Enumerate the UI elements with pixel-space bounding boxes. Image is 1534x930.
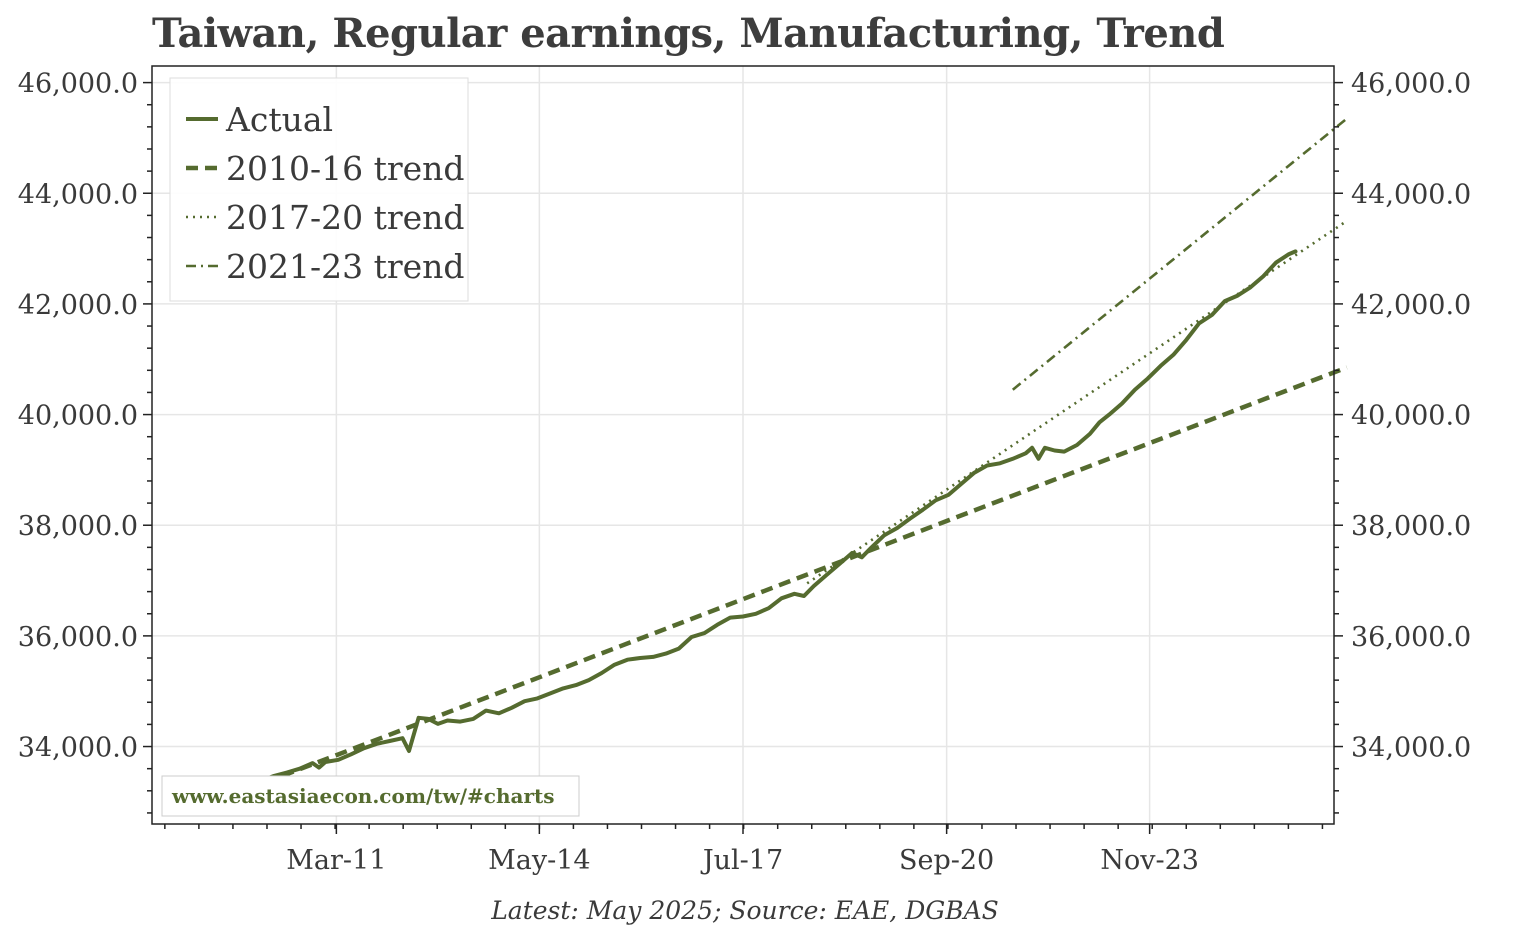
legend-label: 2021-23 trend [226,247,465,286]
legend-label: 2017-20 trend [226,198,465,237]
y-tick-label-right: 44,000.0 [1351,179,1471,210]
series-line-2010-16-trend [228,365,1348,799]
chart-title: Taiwan, Regular earnings, Manufacturing,… [152,10,1225,57]
y-tick-label-left: 34,000.0 [18,733,138,764]
series-layer [227,117,1348,799]
series-line-2021-23-trend [1011,117,1348,391]
legend-label: 2010-16 trend [226,149,465,188]
x-tick-label: May-14 [488,845,590,876]
y-tick-label-right: 34,000.0 [1351,733,1471,764]
y-tick-label-right: 46,000.0 [1351,69,1471,100]
legend-label: Actual [225,100,333,139]
series-line-actual [227,249,1298,796]
y-tick-label-left: 36,000.0 [18,622,138,653]
source-note: Latest: May 2025; Source: EAE, DGBAS [490,896,999,925]
y-tick-label-left: 44,000.0 [18,179,138,210]
x-tick-label: Sep-20 [899,845,994,876]
y-tick-label-left: 42,000.0 [18,290,138,321]
y-tick-label-right: 38,000.0 [1351,511,1471,542]
y-tick-label-left: 40,000.0 [18,401,138,432]
x-tick-label: Mar-11 [286,845,386,876]
y-tick-label-right: 36,000.0 [1351,622,1471,653]
y-tick-label-right: 40,000.0 [1351,401,1471,432]
watermark-box: www.eastasiaecon.com/tw/#charts [161,775,580,817]
y-tick-label-left: 46,000.0 [18,69,138,100]
watermark-text: www.eastasiaecon.com/tw/#charts [171,784,555,808]
legend: Actual 2010-16 trend 2017-20 trend 2021-23 … [169,77,469,302]
y-tick-label-right: 42,000.0 [1351,290,1471,321]
x-tick-label: Jul-17 [700,845,783,876]
y-tick-label-left: 38,000.0 [18,511,138,542]
axis-ticks: 34,000.0 34,000.0 36,000.0 36,000.0 38,000.0… [18,69,1471,876]
x-tick-label: Nov-23 [1100,845,1199,876]
